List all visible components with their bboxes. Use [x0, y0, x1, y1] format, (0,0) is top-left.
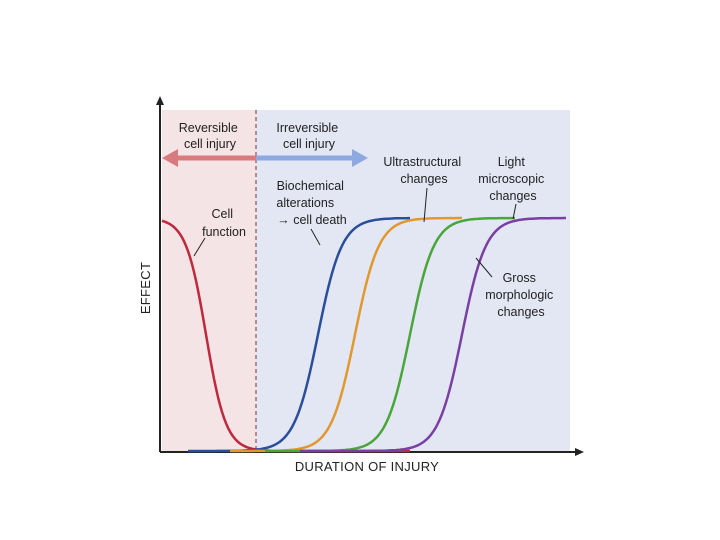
biochemical-leader — [310, 228, 321, 246]
light-microscopic-label: Light microscopic changes — [478, 155, 547, 203]
reversible-region — [162, 110, 256, 452]
irreversible-arrow — [256, 149, 368, 167]
irreversible-region — [256, 110, 570, 452]
biochemical-label: Biochemical alterations → cell death — [276, 179, 347, 227]
gross-leader — [475, 257, 493, 278]
gross-label: Gross morphologic changes — [485, 271, 557, 319]
irreversible-label: Irreversible cell injury — [276, 121, 341, 151]
light-microscopic-leader — [512, 203, 517, 220]
ultrastructural-leader — [423, 187, 428, 223]
cell-function-leader — [193, 237, 206, 257]
cell-function-label: Cell function — [202, 207, 246, 239]
x-axis-label: DURATION OF INJURY — [295, 459, 439, 474]
reversible-label: Reversible cell injury — [179, 121, 242, 151]
gross-curve — [300, 216, 566, 453]
ultrastructural-label: Ultrastructural changes — [383, 155, 464, 186]
y-axis-label: EFFECT — [138, 262, 153, 314]
reversible-arrow — [162, 149, 256, 167]
biochemical-curve — [188, 216, 410, 453]
